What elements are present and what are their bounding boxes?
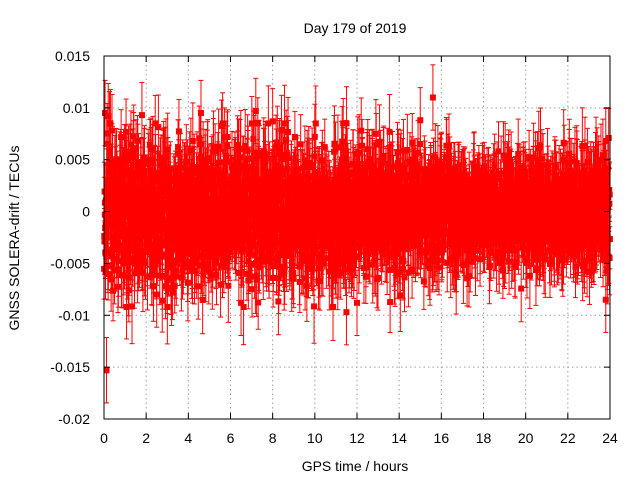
square-marker — [124, 166, 131, 173]
square-marker — [102, 267, 109, 274]
square-marker — [107, 175, 114, 182]
square-marker — [150, 203, 157, 210]
square-marker — [139, 269, 146, 276]
square-marker — [108, 206, 115, 213]
square-marker — [224, 134, 231, 141]
square-marker — [108, 253, 115, 260]
square-marker — [156, 235, 163, 242]
square-marker — [129, 255, 136, 262]
square-marker — [142, 259, 149, 266]
square-marker — [204, 155, 211, 162]
chart-title: Day 179 of 2019 — [304, 20, 407, 36]
square-marker — [152, 120, 159, 127]
square-marker — [161, 154, 168, 161]
square-marker — [127, 157, 134, 164]
square-marker — [162, 283, 169, 290]
square-marker — [110, 287, 117, 294]
square-marker — [118, 156, 125, 163]
square-marker — [130, 133, 137, 140]
square-marker — [107, 220, 114, 227]
square-marker — [155, 124, 162, 131]
square-marker — [104, 130, 111, 137]
square-marker — [163, 239, 170, 246]
data-point — [255, 275, 262, 330]
square-marker — [123, 128, 130, 135]
square-marker — [125, 274, 132, 281]
square-marker — [149, 271, 156, 278]
square-marker — [169, 220, 176, 227]
square-marker — [135, 245, 142, 252]
square-marker — [129, 303, 136, 310]
square-marker — [123, 253, 130, 260]
square-marker — [170, 246, 177, 253]
square-marker — [134, 222, 141, 229]
square-marker — [113, 239, 120, 246]
square-marker — [169, 289, 176, 296]
square-marker — [134, 174, 141, 181]
square-marker — [171, 282, 178, 289]
square-marker — [159, 218, 166, 225]
square-marker — [255, 299, 262, 306]
square-marker — [168, 275, 175, 282]
square-marker — [115, 258, 122, 265]
square-marker — [158, 178, 165, 185]
square-marker — [127, 141, 134, 148]
square-marker — [159, 273, 166, 280]
square-marker — [164, 303, 171, 310]
square-marker — [195, 283, 202, 290]
square-marker — [157, 249, 164, 256]
square-marker — [149, 146, 156, 153]
square-marker — [140, 161, 147, 168]
square-marker — [162, 200, 169, 207]
square-marker — [109, 161, 116, 168]
square-marker — [144, 273, 151, 280]
square-marker — [105, 248, 112, 255]
square-marker — [121, 152, 128, 159]
square-marker — [146, 141, 153, 148]
square-marker — [189, 138, 196, 145]
square-marker — [123, 303, 130, 310]
data-layer — [101, 64, 613, 404]
square-marker — [164, 221, 171, 228]
square-marker — [225, 282, 232, 289]
square-marker — [112, 160, 119, 167]
square-marker — [133, 145, 140, 152]
square-marker — [113, 156, 120, 163]
square-marker — [147, 230, 154, 237]
square-marker — [103, 234, 110, 241]
square-marker — [141, 154, 148, 161]
square-marker — [111, 267, 118, 274]
